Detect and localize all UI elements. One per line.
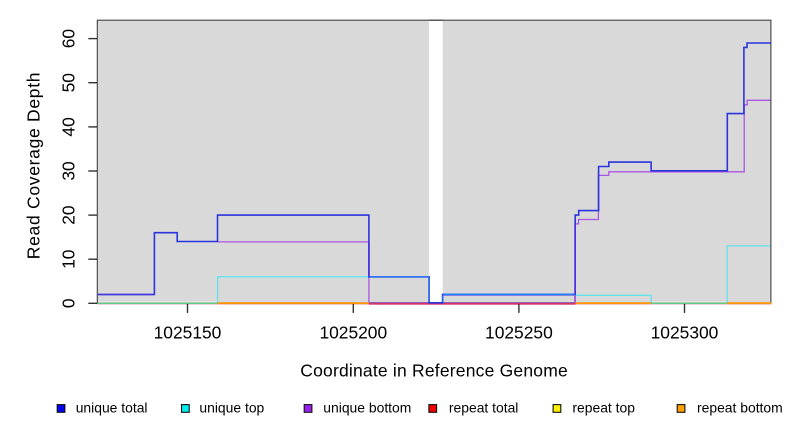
svg-text:50: 50	[59, 73, 79, 92]
svg-text:unique bottom: unique bottom	[323, 400, 411, 416]
svg-text:Coordinate in Reference Genome: Coordinate in Reference Genome	[300, 361, 568, 381]
svg-text:1025250: 1025250	[485, 323, 553, 343]
svg-text:repeat top: repeat top	[572, 400, 635, 416]
svg-text:unique top: unique top	[199, 400, 264, 416]
svg-text:1025200: 1025200	[319, 323, 387, 343]
svg-text:10: 10	[59, 250, 79, 269]
svg-text:repeat bottom: repeat bottom	[697, 400, 783, 416]
svg-text:30: 30	[59, 161, 79, 180]
svg-text:20: 20	[59, 205, 79, 224]
svg-text:repeat total: repeat total	[449, 400, 519, 416]
svg-text:1025300: 1025300	[651, 323, 719, 343]
svg-text:40: 40	[59, 117, 79, 136]
svg-text:1025150: 1025150	[154, 323, 222, 343]
svg-text:60: 60	[59, 29, 79, 48]
svg-text:Read Coverage Depth: Read Coverage Depth	[24, 72, 44, 259]
svg-text:unique total: unique total	[76, 400, 148, 416]
svg-text:0: 0	[59, 298, 79, 308]
